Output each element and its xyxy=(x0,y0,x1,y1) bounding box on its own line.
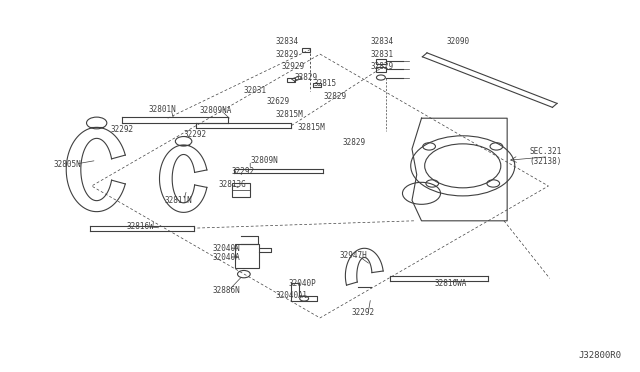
Text: 32809NA: 32809NA xyxy=(200,106,232,115)
Text: 32829: 32829 xyxy=(276,49,299,58)
Text: J32800R0: J32800R0 xyxy=(579,351,621,360)
Text: 32816WA: 32816WA xyxy=(434,279,467,288)
Text: 32031: 32031 xyxy=(244,86,267,95)
Text: 32816W: 32816W xyxy=(127,222,154,231)
Bar xyxy=(376,67,386,72)
Text: 32090: 32090 xyxy=(447,37,470,46)
Text: 32801N: 32801N xyxy=(148,105,177,113)
Text: 32831: 32831 xyxy=(371,49,394,58)
Text: 32811N: 32811N xyxy=(164,196,192,205)
Text: 32040N: 32040N xyxy=(212,244,240,253)
Text: 32829: 32829 xyxy=(323,92,346,101)
Text: 32886N: 32886N xyxy=(212,286,240,295)
Text: SEC.321
(32138): SEC.321 (32138) xyxy=(529,147,562,166)
Text: 32040Al: 32040Al xyxy=(276,291,308,301)
Text: 32040P: 32040P xyxy=(288,279,316,288)
Text: 32947H: 32947H xyxy=(339,251,367,260)
Text: 32815: 32815 xyxy=(314,79,337,88)
Text: 32292: 32292 xyxy=(184,130,207,139)
Text: 32829: 32829 xyxy=(294,73,317,83)
Bar xyxy=(232,183,250,197)
Text: 32292: 32292 xyxy=(111,125,134,134)
Text: 32829: 32829 xyxy=(371,62,394,71)
Text: 32292: 32292 xyxy=(231,167,254,176)
Bar xyxy=(302,48,310,51)
Text: 32040A: 32040A xyxy=(212,253,240,262)
Text: 32805N: 32805N xyxy=(54,160,81,169)
Bar xyxy=(235,244,259,267)
Text: 32834: 32834 xyxy=(276,37,299,46)
Text: 32829: 32829 xyxy=(342,138,365,147)
Text: 32292: 32292 xyxy=(352,308,375,317)
Text: 32929: 32929 xyxy=(282,62,305,71)
Text: 32813G: 32813G xyxy=(218,180,246,189)
Text: 32809N: 32809N xyxy=(250,156,278,165)
Bar xyxy=(287,78,294,81)
Text: 32629: 32629 xyxy=(266,97,289,106)
Bar xyxy=(376,59,386,64)
Text: 32815M: 32815M xyxy=(276,110,303,119)
Text: 32834: 32834 xyxy=(371,37,394,46)
Bar xyxy=(313,83,321,87)
Text: 32815M: 32815M xyxy=(298,123,326,132)
